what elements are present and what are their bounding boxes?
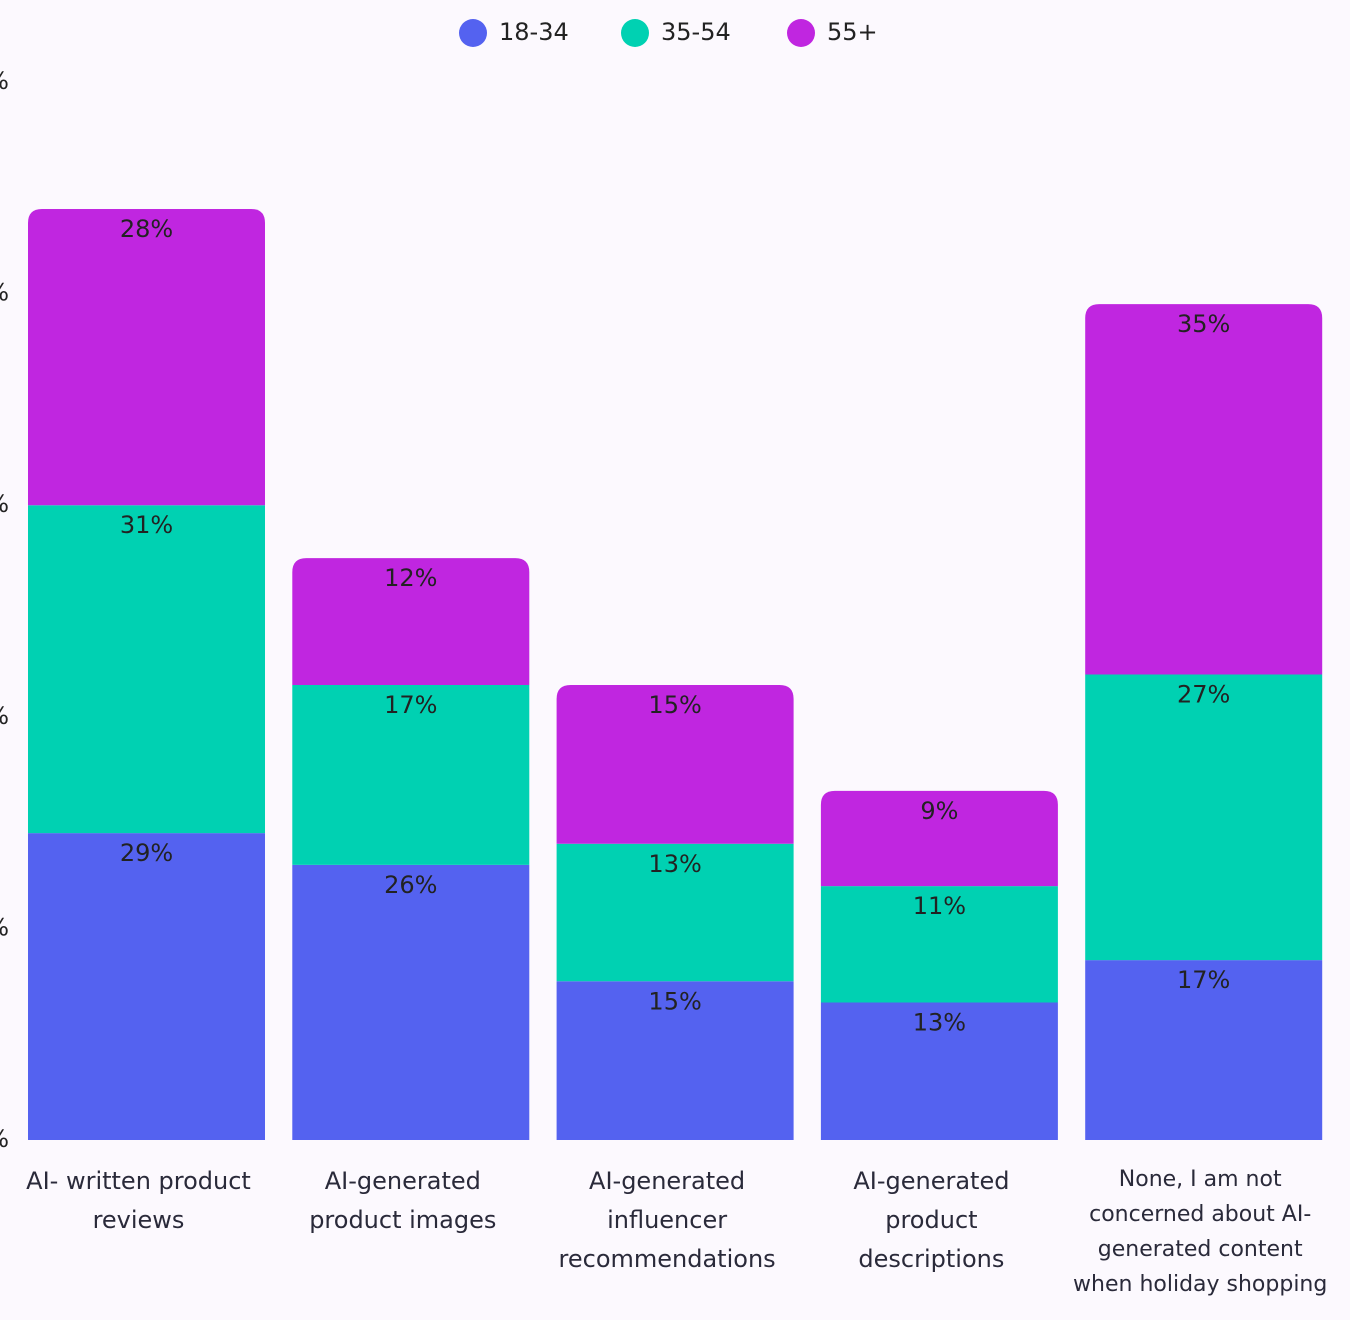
value-label: 27% [1177, 680, 1230, 708]
x-tick-label: AI-generated product descriptions [853, 1167, 1010, 1273]
value-label: 31% [120, 511, 173, 539]
bar-segment [292, 864, 530, 1140]
y-tick-label: 100% [0, 67, 9, 95]
y-tick-label: 20% [0, 913, 9, 941]
bar-segment [820, 886, 1058, 1003]
x-tick-label: AI-generated influencer recommendations [558, 1167, 776, 1273]
value-label: 11% [913, 892, 966, 920]
legend-label: 55+ [827, 18, 878, 46]
legend-swatch [621, 19, 649, 47]
x-tick-label: AI- written product reviews [26, 1167, 251, 1234]
y-tick-label: 80% [0, 279, 9, 307]
value-label: 29% [120, 839, 173, 867]
y-tick-label: 40% [0, 702, 9, 730]
legend-swatch [787, 19, 815, 47]
value-label: 26% [384, 871, 437, 899]
value-label: 17% [1177, 966, 1230, 994]
bar-segment [820, 790, 1058, 887]
value-label: 35% [1177, 310, 1230, 338]
value-label: 13% [913, 1008, 966, 1036]
legend-label: 35-54 [661, 18, 731, 46]
x-tick-label: None, I am not concerned about AI-genera… [1073, 1167, 1328, 1297]
bar-segment [556, 685, 794, 844]
y-tick-label: 60% [0, 490, 9, 518]
value-label: 9% [920, 797, 958, 825]
value-label: 17% [384, 691, 437, 719]
bar-segment [1085, 304, 1323, 675]
bar-segment [820, 1002, 1058, 1140]
value-label: 13% [648, 850, 701, 878]
value-label: 28% [120, 215, 173, 243]
value-label: 15% [648, 691, 701, 719]
bar-segment [28, 505, 265, 834]
legend-swatch [459, 19, 487, 47]
y-tick-label: 0% [0, 1125, 9, 1153]
bar-segment [556, 843, 794, 982]
bar-segment [292, 558, 530, 686]
x-tick-label: AI-generated product images [309, 1167, 497, 1234]
bar-segment [28, 208, 265, 506]
bar-segment [28, 833, 265, 1140]
value-label: 15% [648, 987, 701, 1015]
bar-segment [292, 685, 530, 865]
bar-segment [1085, 960, 1323, 1140]
value-label: 12% [384, 564, 437, 592]
bar-segment [1085, 674, 1323, 961]
legend-label: 18-34 [499, 18, 569, 46]
bar-segment [556, 981, 794, 1140]
